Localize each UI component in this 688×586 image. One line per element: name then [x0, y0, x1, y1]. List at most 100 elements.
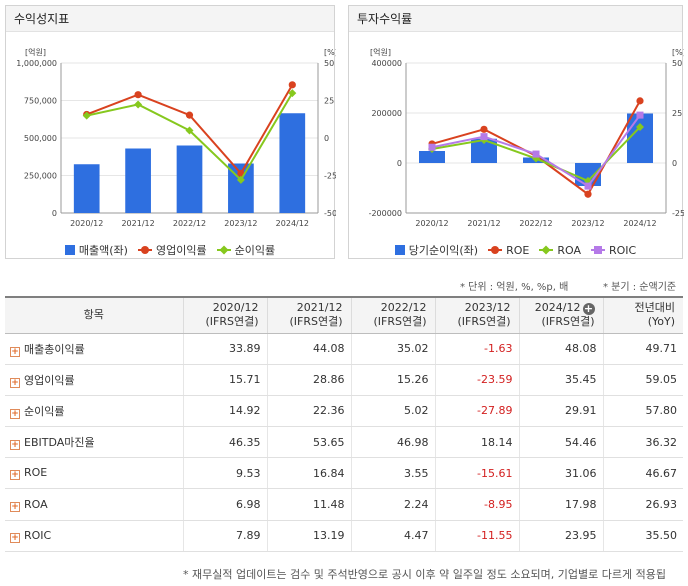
- legend-swatch: [488, 245, 503, 255]
- row-label[interactable]: + ROA: [5, 488, 183, 521]
- y-right-tick-label: -25: [672, 209, 684, 218]
- header-col-0: 2020/12 (IFRS연결): [182, 296, 267, 334]
- legend-item[interactable]: 순이익률: [216, 242, 275, 258]
- expand-icon[interactable]: +: [10, 532, 20, 543]
- table-row: + EBITDA마진율 46.35 53.65 46.98 18.14 54.46 36.32: [5, 426, 683, 459]
- expand-icon[interactable]: +: [10, 501, 20, 512]
- x-tick-label: 2024/12: [276, 219, 309, 228]
- legend-swatch: [64, 245, 75, 255]
- data-point: [236, 175, 245, 184]
- row-yoy: 49.71: [602, 333, 683, 365]
- investment-return-chart-panel: 투자수익률 [억원] [%] 400000 200000 0 -200000 50 25 0 -2…: [348, 5, 684, 259]
- row-label[interactable]: + EBITDA마진율: [5, 426, 183, 459]
- investment-return-legend: 당기순이익(좌) ROE ROA ROIC: [349, 242, 682, 258]
- row-label[interactable]: + ROE: [5, 457, 183, 490]
- expand-icon[interactable]: +: [10, 346, 20, 357]
- row-value: 17.98: [518, 488, 603, 521]
- data-point: [428, 143, 436, 151]
- row-value: 48.08: [518, 333, 603, 365]
- row-yoy: 59.05: [602, 364, 683, 396]
- y-right-tick-label: 0: [672, 159, 677, 168]
- row-value: -1.63: [434, 333, 519, 365]
- profitability-chart-title: 수익성지표: [6, 6, 334, 32]
- y-right-tick-label: -50: [324, 209, 336, 218]
- y-right-unit-label: [%]: [324, 48, 336, 57]
- legend-item[interactable]: ROIC: [590, 242, 636, 258]
- unit-note: * 단위 : 억원, %, %p, 배: [460, 282, 569, 293]
- row-label[interactable]: + 영업이익률: [5, 364, 183, 396]
- header-col-2: 2022/12 (IFRS연결): [350, 296, 435, 334]
- legend-swatch: [590, 245, 605, 255]
- row-value: 35.45: [518, 364, 603, 396]
- legend-label: ROE: [506, 243, 530, 257]
- row-value: 29.91: [518, 395, 603, 428]
- row-label[interactable]: + ROIC: [5, 520, 183, 552]
- y-left-tick-label: 1,000,000: [16, 59, 57, 68]
- expand-icon[interactable]: +: [10, 440, 20, 451]
- x-tick-label: 2021/12: [467, 219, 500, 228]
- row-value: 23.95: [518, 520, 603, 552]
- data-point: [185, 111, 194, 119]
- row-value: 33.89: [182, 333, 267, 365]
- x-tick-label: 2021/12: [121, 219, 154, 228]
- legend-item[interactable]: ROA: [539, 242, 581, 258]
- table-row: + 매출총이익률 33.89 44.08 35.02 -1.63 48.08 49.71: [5, 333, 683, 365]
- profitability-chart: [억원] [%] 1,000,000 750,000 500,000 250,000 0 50…: [16, 47, 336, 228]
- bar: [627, 113, 653, 163]
- y-right-tick-label: 0: [324, 134, 329, 143]
- table-row: + ROIC 7.89 13.19 4.47 -11.55 23.95 35.50: [5, 520, 683, 552]
- row-value: 6.98: [182, 488, 267, 521]
- y-left-tick-label: 0: [52, 209, 57, 218]
- data-point: [134, 91, 142, 99]
- table-header-row: 항목 2020/12 (IFRS연결) 2021/12 (IFRS연결) 2022/…: [5, 296, 683, 334]
- table-row: + ROE 9.53 16.84 3.55 -15.61 31.06 46.67: [5, 457, 683, 490]
- period-note: * 분기 : 순액기준: [603, 282, 677, 293]
- y-left-tick-label: 400000: [371, 59, 402, 68]
- legend-swatch: [539, 245, 554, 255]
- row-yoy: 36.32: [602, 426, 683, 459]
- legend-item[interactable]: ROE: [488, 242, 529, 258]
- expand-icon[interactable]: +: [10, 408, 20, 419]
- y-right-tick-label: 50: [324, 59, 334, 68]
- header-col-4: 2024/12 + (IFRS연결): [518, 296, 603, 334]
- legend-label: 매출액(좌): [78, 244, 128, 257]
- row-value: 5.02: [350, 395, 435, 428]
- y-left-unit-label: [억원]: [25, 47, 46, 57]
- data-point: [636, 97, 644, 105]
- legend-item[interactable]: 매출액(좌): [64, 242, 128, 258]
- row-value: 35.02: [350, 333, 435, 365]
- expand-icon[interactable]: +: [10, 377, 20, 388]
- y-left-tick-label: 750,000: [24, 97, 57, 106]
- row-label[interactable]: + 순이익률: [5, 395, 183, 428]
- row-value: -23.59: [434, 364, 519, 396]
- table-row: + 순이익률 14.92 22.36 5.02 -27.89 29.91 57.80: [5, 395, 683, 428]
- row-value: 15.26: [350, 364, 435, 396]
- x-tick-label: 2020/12: [415, 219, 448, 228]
- add-column-icon[interactable]: +: [582, 302, 595, 316]
- row-value: 31.06: [518, 457, 603, 490]
- row-value: 15.71: [182, 364, 267, 396]
- legend-item[interactable]: 영업이익률: [137, 242, 207, 258]
- series-line: [431, 100, 641, 196]
- bar: [419, 151, 445, 163]
- data-point: [480, 133, 488, 141]
- row-value: 16.84: [266, 457, 351, 490]
- row-value: -15.61: [434, 457, 519, 490]
- expand-icon[interactable]: +: [10, 470, 20, 481]
- data-point: [584, 182, 592, 190]
- data-point: [532, 150, 540, 158]
- row-value: 44.08: [266, 333, 351, 365]
- row-value: 4.47: [350, 520, 435, 552]
- data-point: [134, 100, 143, 109]
- legend-label: ROA: [557, 243, 581, 257]
- row-value: 18.14: [434, 426, 519, 459]
- row-value: -11.55: [434, 520, 519, 552]
- row-label[interactable]: + 매출총이익률: [5, 333, 183, 365]
- data-point: [288, 89, 297, 98]
- row-value: 9.53: [182, 457, 267, 490]
- investment-return-chart-title: 투자수익률: [349, 6, 682, 32]
- row-yoy: 57.80: [602, 395, 683, 428]
- row-yoy: 35.50: [602, 520, 683, 552]
- data-point: [636, 123, 644, 132]
- legend-item[interactable]: 당기순이익(좌): [394, 242, 478, 258]
